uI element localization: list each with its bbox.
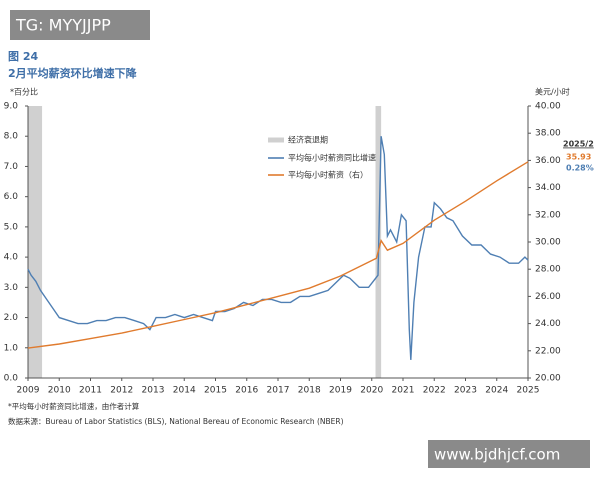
- legend-label: 经济衰退期: [288, 135, 328, 145]
- recession-band: [28, 106, 43, 378]
- x-tick-label: 2010: [48, 386, 71, 396]
- y-tick-label: 9.0: [4, 102, 19, 112]
- y2-tick-label: 32.00: [535, 210, 561, 220]
- y-tick-label: 6.0: [4, 192, 19, 202]
- y-tick-label: 0.0: [4, 374, 19, 384]
- watermark: www.bjdhjcf.com: [434, 446, 560, 464]
- y2-tick-label: 26.00: [535, 292, 561, 302]
- series-line: [27, 161, 529, 349]
- x-tick-label: 2009: [17, 386, 40, 396]
- annotation-growth: 0.28%: [566, 164, 594, 173]
- annotation-wage: 35.93: [566, 153, 591, 162]
- x-tick-label: 2017: [267, 386, 290, 396]
- x-tick-label: 2015: [204, 386, 227, 396]
- x-tick-label: 2013: [142, 386, 165, 396]
- watermark-box: [428, 440, 590, 468]
- footnote: *平均每小时薪资同比增速，由作者计算: [8, 401, 140, 411]
- y2-tick-label: 34.00: [535, 183, 561, 193]
- y-tick-label: 8.0: [4, 132, 19, 142]
- x-tick-label: 2018: [298, 386, 321, 396]
- x-tick-label: 2022: [423, 386, 446, 396]
- y-axis-label: *百分比: [10, 87, 38, 97]
- x-tick-label: 2023: [454, 386, 477, 396]
- x-tick-label: 2021: [392, 386, 415, 396]
- watermark-box: [10, 10, 150, 40]
- y2-tick-label: 24.00: [535, 319, 561, 329]
- figure-label: 图 24: [8, 50, 38, 63]
- source: 数据来源：Bureau of Labor Statistics (BLS), N…: [8, 416, 344, 426]
- watermark: TG: MYYJJPP: [15, 16, 111, 35]
- y-tick-label: 3.0: [4, 283, 19, 293]
- annotation-date: 2025/2: [563, 140, 594, 149]
- x-tick-label: 2016: [235, 386, 258, 396]
- y2-tick-label: 22.00: [535, 346, 561, 356]
- series-line: [27, 136, 529, 360]
- y-tick-label: 1.0: [4, 343, 19, 353]
- y2-tick-label: 38.00: [535, 129, 561, 139]
- legend-label: 平均每小时薪资（右）: [288, 170, 368, 180]
- legend-label: 平均每小时薪资同比增速: [288, 153, 376, 163]
- y-tick-label: 4.0: [4, 253, 19, 263]
- y2-tick-label: 20.00: [535, 374, 561, 384]
- x-tick-label: 2014: [173, 386, 196, 396]
- y2-tick-label: 28.00: [535, 265, 561, 275]
- y-tick-label: 5.0: [4, 222, 19, 232]
- chart-title: 2月平均薪资环比增速下降: [8, 66, 138, 80]
- x-tick-label: 2020: [360, 386, 383, 396]
- x-tick-label: 2019: [329, 386, 352, 396]
- y-tick-label: 2.0: [4, 313, 19, 323]
- x-tick-label: 2012: [110, 386, 133, 396]
- x-tick-label: 2024: [485, 386, 508, 396]
- y2-tick-label: 36.00: [535, 156, 561, 166]
- y2-tick-label: 30.00: [535, 238, 561, 248]
- x-tick-label: 2011: [79, 386, 102, 396]
- x-tick-label: 2025: [517, 386, 540, 396]
- y2-tick-label: 40.00: [535, 102, 561, 112]
- y2-axis-label: 美元/小时: [535, 87, 570, 97]
- y-tick-label: 7.0: [4, 162, 19, 172]
